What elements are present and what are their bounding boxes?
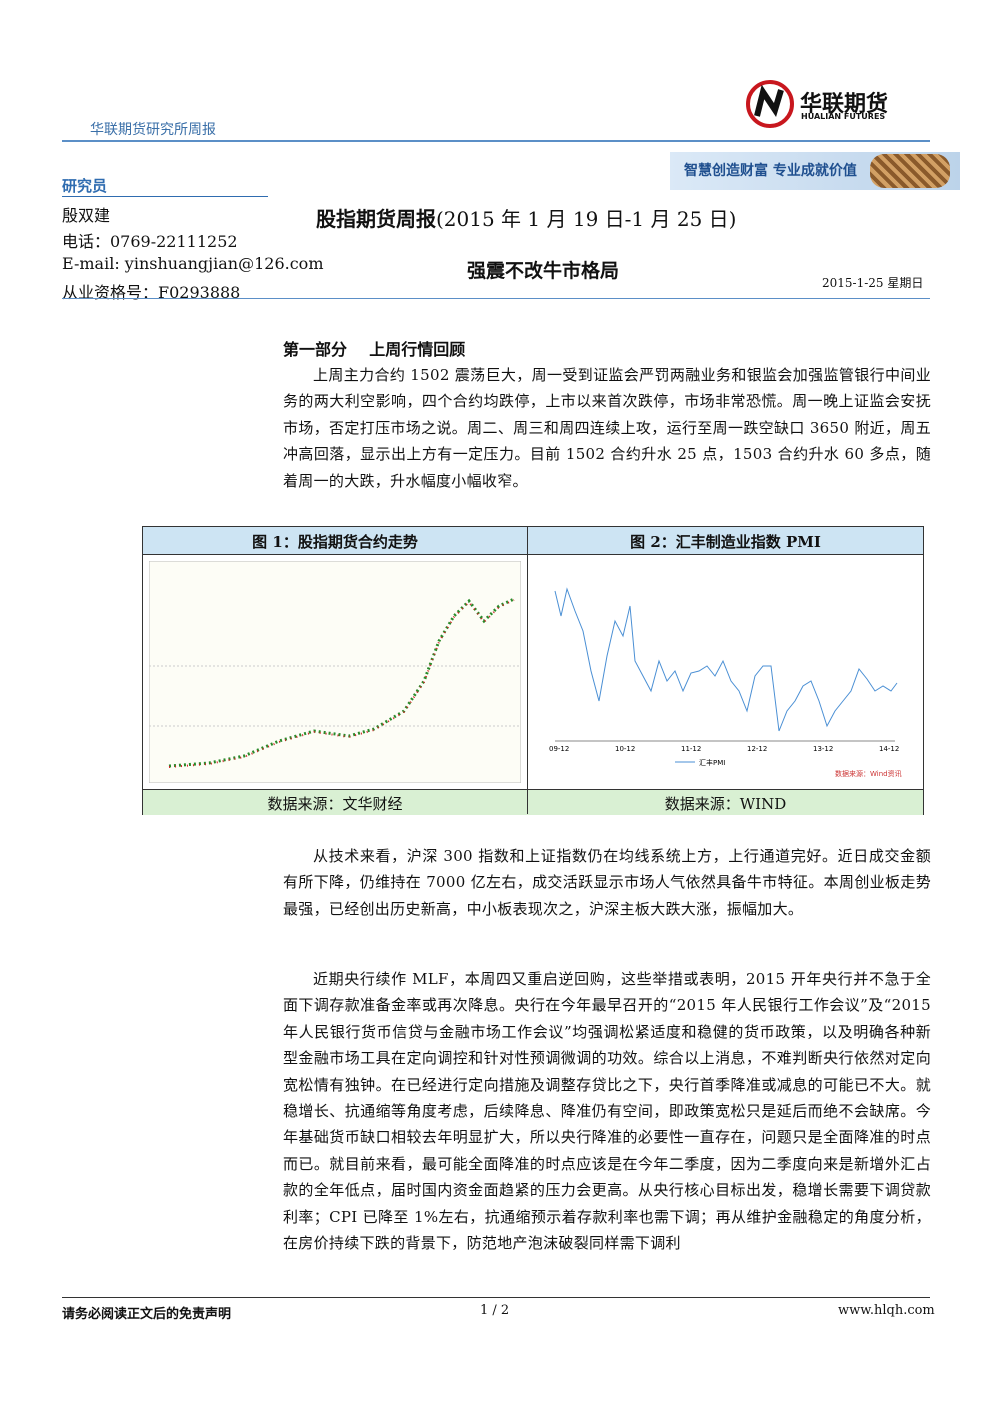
slogan-banner: 智慧创造财富 专业成就价值 — [670, 152, 960, 190]
paragraph: 从技术来看，沪深 300 指数和上证指数仍在均线系统上方，上行通道完好。近日成交… — [283, 847, 931, 918]
paragraph: 上周主力合约 1502 震荡巨大，周一受到证监会严罚两融业务和银监会加强监管银行… — [283, 366, 931, 490]
logo-text: 华联期货 — [800, 92, 889, 117]
x-label: 10-12 — [615, 745, 635, 753]
footer-rule — [62, 1297, 930, 1298]
figure-1-image — [149, 561, 521, 783]
analyst-rule — [62, 196, 268, 197]
section-heading: 第一部分 上周行情回顾 — [283, 340, 466, 359]
figure-footer — [143, 789, 923, 815]
report-period: (2015 年 1 月 19 日-1 月 25 日) — [436, 207, 737, 231]
slogan: 智慧创造财富 专业成就价值 — [684, 163, 857, 179]
paragraph: 近期央行续作 MLF，本周四又重启逆回购，这些举措或表明，2015 开年央行并不… — [283, 970, 931, 1253]
figure-table: 图 1：股指期货合约走势 图 2：汇丰制造业指数 PMI 数据来源：文华财经 数… — [142, 526, 924, 815]
figure-source: 数据来源：文华财经 — [267, 795, 403, 813]
figure-title: 图 2：汇丰制造业指数 PMI — [630, 533, 821, 551]
figure-title: 图 1：股指期货合约走势 — [252, 533, 418, 551]
logo-sub: HUALIAN FUTURES — [801, 112, 886, 121]
banner-image — [870, 154, 950, 188]
page-number: 1 / 2 — [480, 1303, 510, 1318]
report-subtitle: 强震不改牛市格局 — [467, 260, 620, 282]
figure-divider — [527, 527, 528, 814]
report-title: 股指期货周报 — [316, 207, 436, 231]
website: www.hlqh.com — [838, 1303, 935, 1318]
report-title-line: 股指期货周报(2015 年 1 月 19 日-1 月 25 日) — [316, 203, 736, 232]
watermark: 数据来源：Wind资讯 — [835, 769, 902, 778]
figure-source: 数据来源：WIND — [664, 795, 787, 813]
analyst-license: 从业资格号：F0293888 — [62, 283, 241, 302]
header-rule — [62, 140, 930, 142]
logo-icon — [746, 80, 794, 128]
analyst-heading: 研究员 — [62, 177, 108, 195]
title-rule — [62, 298, 930, 299]
disclaimer: 请务必阅读正文后的免责声明 — [62, 1307, 232, 1322]
x-label: 09-12 — [549, 745, 569, 753]
x-label: 11-12 — [681, 745, 701, 753]
x-label: 12-12 — [747, 745, 767, 753]
report-date: 2015-1-25 星期日 — [822, 276, 924, 290]
figure-2-image: 09-12 10-12 11-12 12-12 13-12 14-12 汇丰PMI 数据来… — [535, 561, 917, 783]
x-label: 13-12 — [813, 745, 833, 753]
figure-header — [143, 527, 923, 555]
series-name: 华联期货研究所周报 — [90, 122, 216, 138]
analyst-email: E-mail: yinshuangjian@126.com — [62, 254, 324, 273]
legend: 汇丰PMI — [699, 758, 725, 767]
analyst-phone: 电话：0769-22111252 — [62, 232, 238, 251]
x-label: 14-12 — [879, 745, 899, 753]
analyst-name: 殷双建 — [62, 206, 111, 225]
